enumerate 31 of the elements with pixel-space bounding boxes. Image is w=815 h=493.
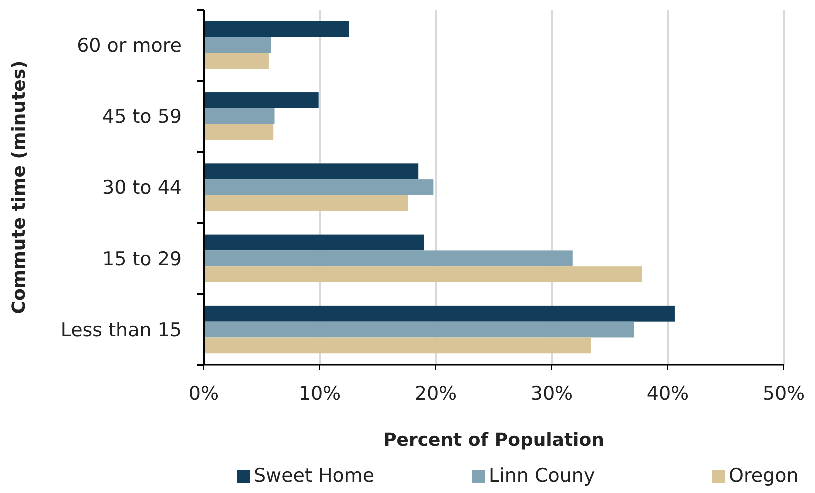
bar — [204, 180, 434, 196]
bar — [204, 338, 592, 354]
x-tick-label: 30% — [530, 383, 574, 405]
bar — [204, 92, 319, 108]
bar — [204, 266, 642, 282]
y-axis-title: Commute time (minutes) — [9, 60, 30, 314]
legend-label: Oregon — [729, 465, 799, 487]
y-tick-label: 30 to 44 — [102, 177, 182, 200]
bar — [204, 21, 349, 38]
bar — [204, 124, 274, 140]
x-tick-label: 0% — [188, 383, 220, 405]
y-tick-label: 45 to 59 — [102, 106, 182, 128]
bar — [204, 195, 408, 212]
legend-label: Linn Couny — [489, 465, 596, 487]
bar — [204, 164, 419, 180]
legend-label: Sweet Home — [254, 465, 375, 487]
y-tick-label: Less than 15 — [60, 319, 182, 342]
bar — [204, 306, 675, 322]
x-axis-title: Percent of Population — [384, 430, 604, 451]
bar — [204, 37, 272, 54]
bar — [204, 234, 424, 251]
x-tick-label: 50% — [762, 383, 806, 405]
bar — [204, 108, 275, 124]
x-tick-label: 20% — [414, 383, 458, 405]
y-tick-label: 60 or more — [77, 34, 182, 57]
x-tick-label: 40% — [646, 383, 690, 405]
bar — [204, 53, 269, 70]
x-tick-label: 10% — [298, 383, 342, 405]
bar — [204, 250, 573, 267]
y-tick-label: 15 to 29 — [102, 248, 182, 270]
bar — [204, 322, 634, 338]
